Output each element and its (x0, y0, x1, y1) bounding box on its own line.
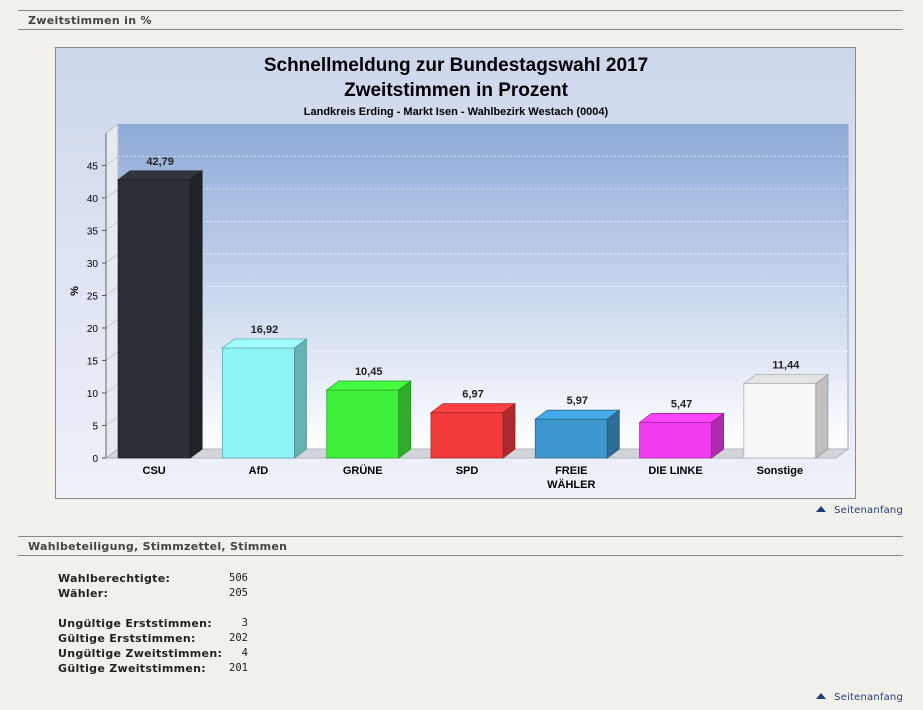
bar-side-5 (711, 412, 724, 459)
top-link-label: Seitenanfang (834, 505, 903, 516)
section-header-stats: Wahlbeteiligung, Stimmzettel, Stimmen (18, 536, 903, 556)
gridline-depth (105, 253, 119, 264)
bar-top-4 (534, 409, 621, 420)
gridline-depth (105, 156, 119, 166)
stat-row-valid-first: Gültige Erststimmen: 202 (58, 631, 248, 646)
bar-6 (743, 383, 817, 459)
x-category-label: SPD (456, 465, 479, 477)
stat-label: Gültige Erststimmen: (58, 632, 196, 645)
stat-value: 3 (241, 617, 248, 629)
y-tick-label: 25 (87, 292, 99, 303)
bar-value-label: 10,45 (355, 366, 383, 378)
stat-value: 201 (229, 662, 248, 674)
gridline-depth (105, 221, 119, 231)
chart-caption: Landkreis Erding - Markt Isen - Wahlbezi… (304, 106, 609, 118)
y-tick-label: 10 (87, 389, 99, 400)
bar-side-2 (398, 380, 412, 459)
bar-value-label: 42,79 (146, 156, 174, 168)
stat-row-voters: Wähler: 205 (58, 586, 248, 601)
stat-value: 205 (229, 587, 248, 599)
bar-side-0 (189, 170, 203, 459)
gridline-depth (105, 416, 119, 426)
stat-label: Wähler: (58, 587, 109, 600)
stat-label: Ungültige Zweitstimmen: (58, 647, 223, 660)
bar-top-1 (221, 338, 308, 349)
bar-0 (117, 179, 191, 459)
y-tick-label: 0 (92, 454, 98, 465)
gridline-depth (105, 318, 119, 329)
y-tick-label: 15 (87, 357, 99, 368)
x-category-label: FREIE (555, 465, 587, 477)
top-link[interactable]: Seitenanfang (816, 692, 903, 703)
bar-side-3 (502, 402, 516, 459)
chart-title: Schnellmeldung zur Bundestagswahl 2017 (264, 55, 648, 76)
bar-value-label: 5,97 (567, 395, 588, 407)
bar-top-3 (429, 403, 517, 414)
section-header-votes: Zweitstimmen in % (18, 10, 903, 30)
bar-side-1 (294, 338, 307, 459)
stat-label: Wahlberechtigte: (58, 572, 171, 585)
bar-2 (326, 389, 400, 459)
bar-top-6 (742, 374, 830, 385)
x-category-label: GRÜNE (343, 464, 383, 477)
gridline-depth (105, 351, 119, 361)
x-category-label: WÄHLER (547, 478, 595, 491)
bar-chart: Schnellmeldung zur Bundestagswahl 2017 Z… (69, 55, 850, 491)
bar-1 (222, 347, 295, 459)
y-tick-label: 5 (92, 422, 98, 433)
bar-side-6 (815, 373, 829, 459)
x-category-label: CSU (143, 465, 166, 477)
bar-top-0 (116, 170, 204, 181)
top-link-label: Seitenanfang (834, 692, 903, 703)
y-tick-label: 40 (87, 194, 99, 205)
chart-subtitle: Zweitstimmen in Prozent (344, 80, 568, 101)
bar-value-label: 16,92 (251, 324, 279, 336)
bar-5 (639, 422, 712, 459)
x-category-label: DIE LINKE (648, 465, 702, 477)
x-category-label: AfD (249, 465, 269, 477)
y-tick-label: 30 (87, 259, 99, 270)
stat-row-invalid-first: Ungültige Erststimmen: 3 (58, 616, 248, 631)
stat-value: 4 (241, 647, 248, 659)
chart-panel: Schnellmeldung zur Bundestagswahl 2017 Z… (55, 47, 856, 499)
gridline-depth (105, 286, 119, 296)
stat-row-invalid-second: Ungültige Zweitstimmen: 4 (58, 646, 248, 661)
bar-top-5 (638, 413, 725, 423)
up-arrow-icon (816, 506, 827, 512)
y-tick-label: 20 (87, 324, 99, 335)
stat-row-eligible: Wahlberechtigte: 506 (58, 571, 248, 586)
up-arrow-icon (816, 693, 827, 699)
gridline-depth (105, 188, 119, 199)
y-axis-label: % (69, 286, 81, 296)
bar-4 (534, 418, 608, 459)
top-link[interactable]: Seitenanfang (816, 505, 903, 516)
stat-label: Gültige Zweitstimmen: (58, 662, 206, 675)
bar-value-label: 11,44 (772, 360, 800, 372)
stat-row-valid-second: Gültige Zweitstimmen: 201 (58, 661, 248, 676)
gridline-depth (105, 383, 119, 394)
y-tick-label: 35 (87, 227, 99, 238)
bar-3 (430, 412, 504, 459)
bar-side-4 (606, 409, 620, 459)
bar-top-2 (325, 380, 412, 391)
stat-value: 506 (229, 572, 248, 584)
stat-value: 202 (229, 632, 248, 644)
x-category-label: Sonstige (757, 465, 803, 477)
stats-table: Wahlberechtigte: 506 Wähler: 205 Ungülti… (58, 571, 248, 676)
y-tick-label: 45 (87, 162, 99, 173)
bar-value-label: 5,47 (671, 398, 692, 410)
bar-value-label: 6,97 (462, 389, 483, 401)
stat-label: Ungültige Erststimmen: (58, 617, 212, 630)
